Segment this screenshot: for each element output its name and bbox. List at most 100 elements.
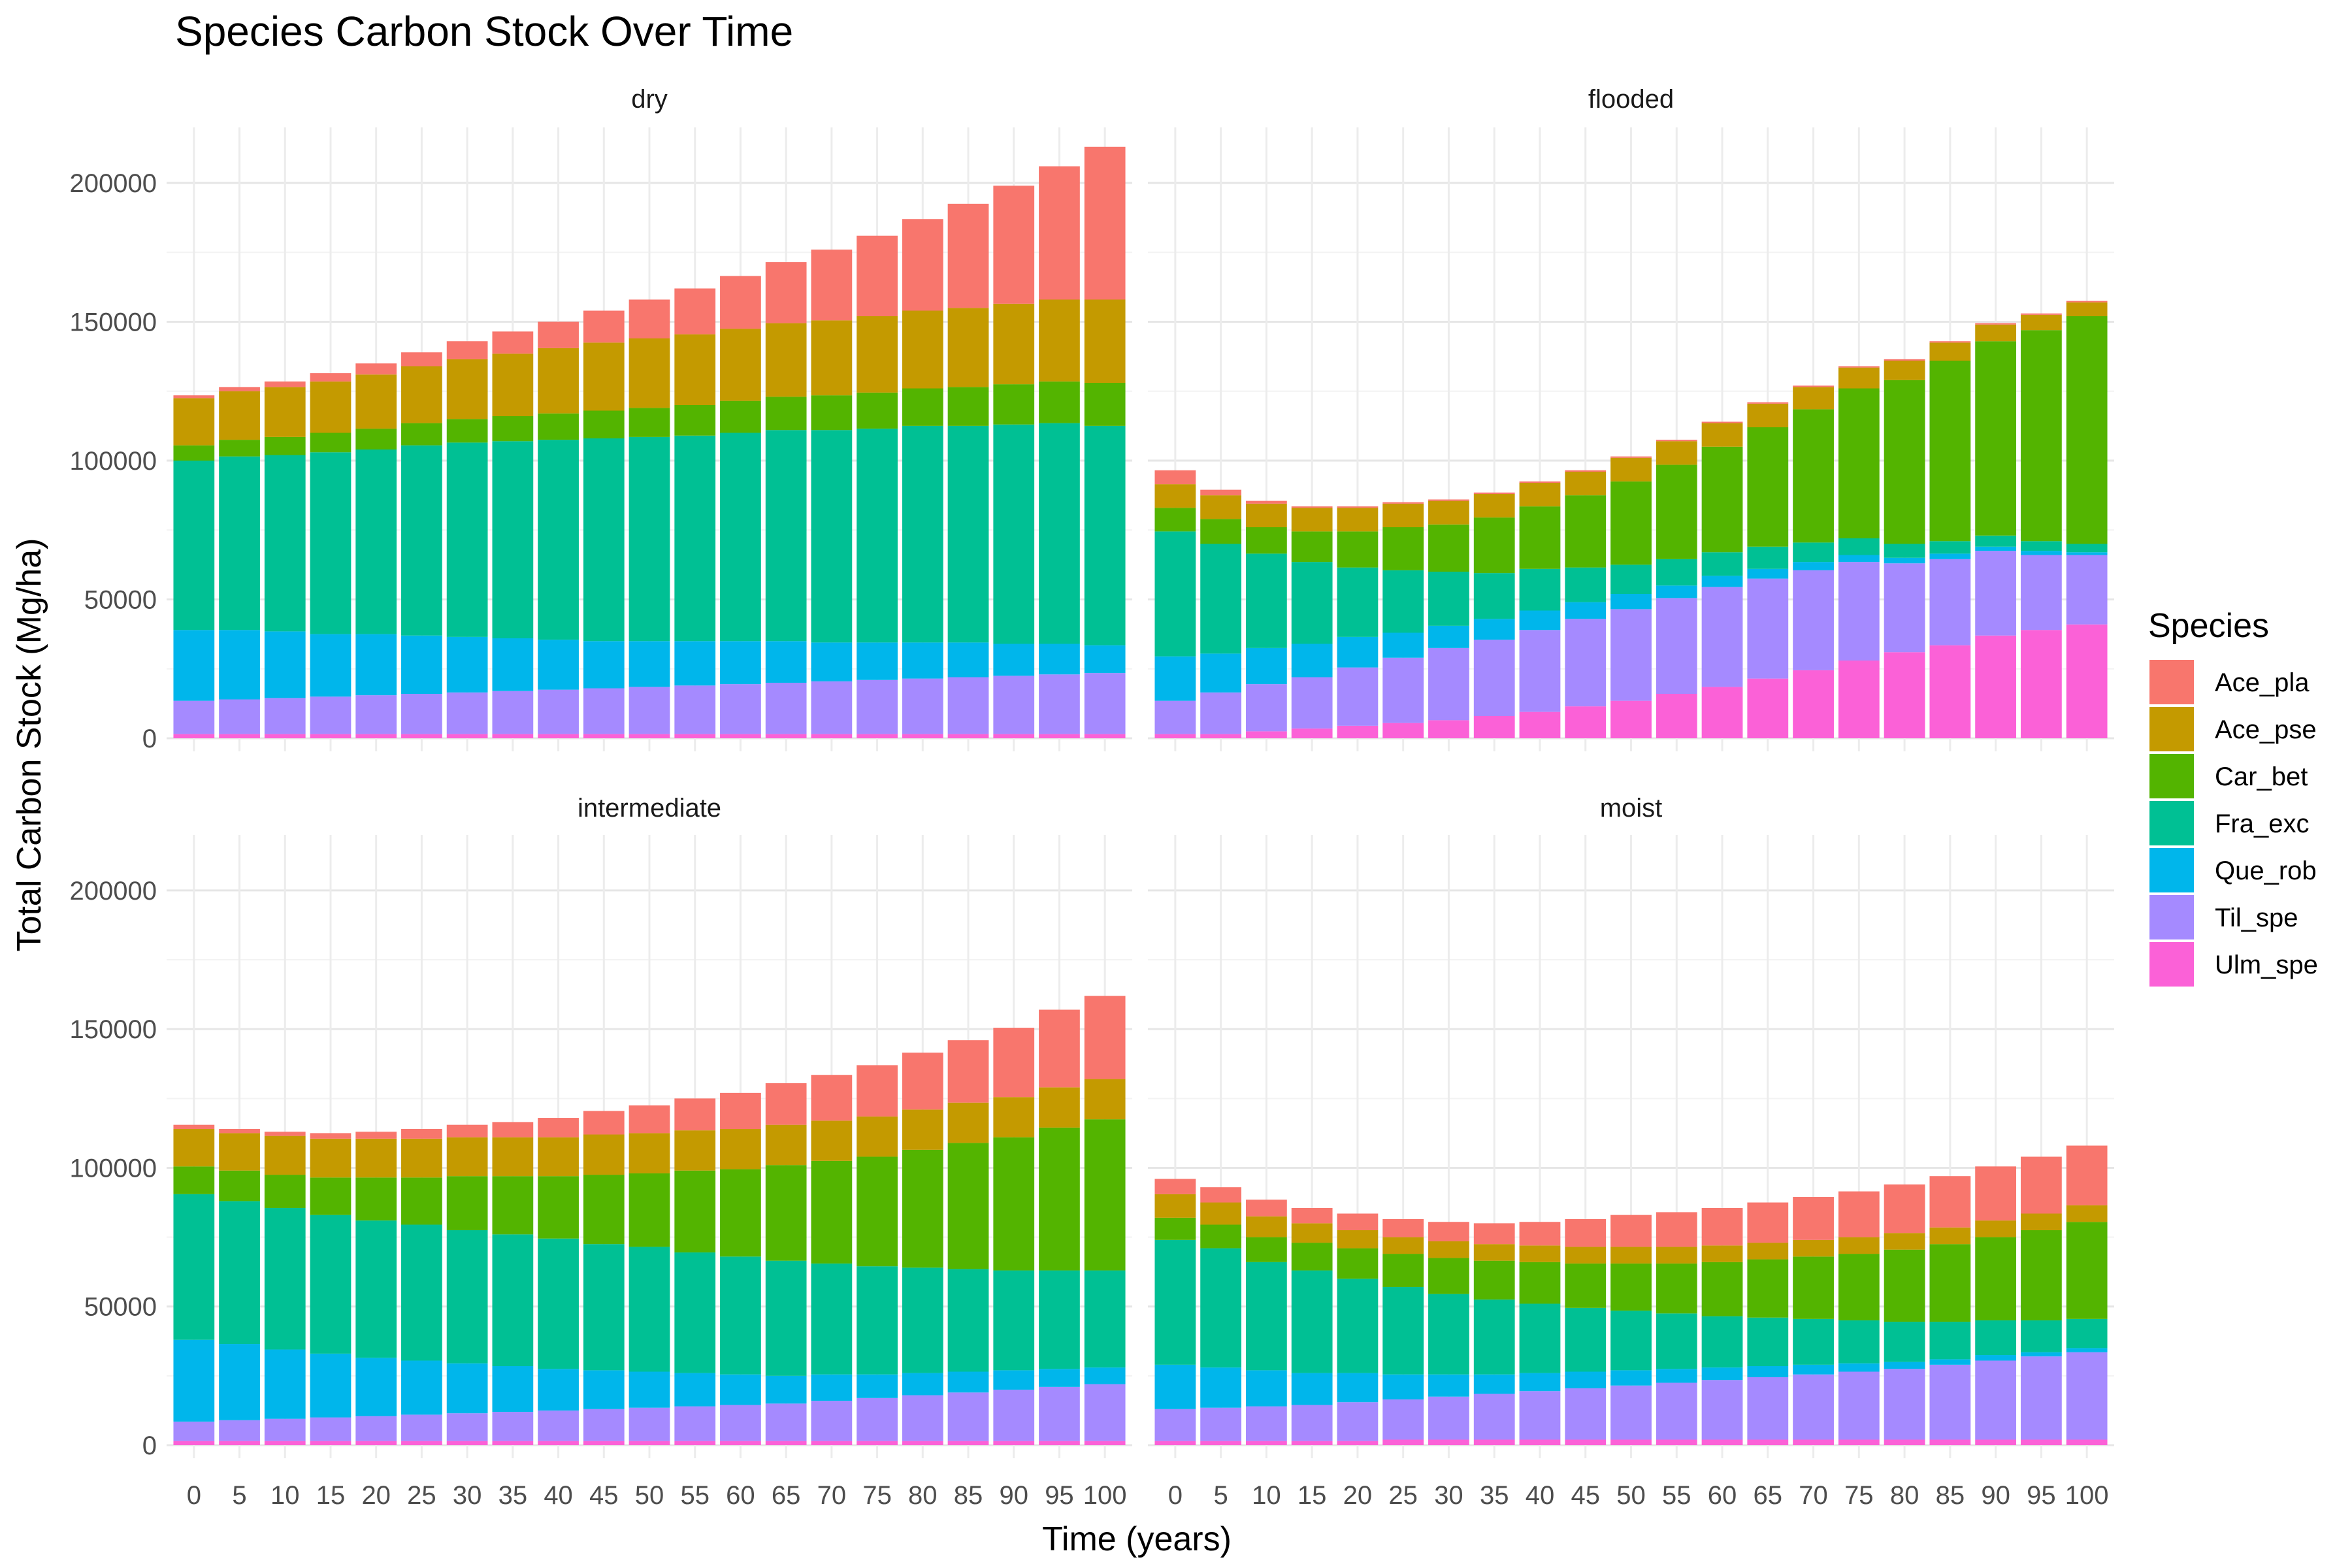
bar-dry-Car_bet-65 — [765, 397, 807, 431]
bar-intermediate-Til_spe-65 — [765, 1403, 807, 1441]
bar-flooded-Fra_exc-5 — [1200, 544, 1242, 654]
bar-flooded-Car_bet-30 — [1428, 524, 1469, 572]
x-axis-title: Time (years) — [1042, 1520, 1232, 1558]
panel-flooded: flooded — [1148, 85, 2114, 751]
bar-moist-Ace_pla-55 — [1656, 1212, 1697, 1247]
bar-moist-Fra_exc-10 — [1245, 1262, 1287, 1371]
bar-moist-Til_spe-5 — [1200, 1407, 1242, 1441]
bar-dry-Ace_pse-95 — [1039, 299, 1080, 382]
bar-moist-Ulm_spe-40 — [1519, 1439, 1561, 1445]
x-tick-label: 40 — [544, 1481, 573, 1510]
x-tick-label: 90 — [999, 1481, 1028, 1510]
bar-dry-Ulm_spe-0 — [173, 734, 215, 738]
bar-moist-Car_bet-80 — [1884, 1249, 1925, 1322]
bar-moist-Fra_exc-30 — [1428, 1294, 1469, 1375]
bar-intermediate-Que_rob-5 — [219, 1344, 260, 1420]
bar-moist-Que_rob-30 — [1428, 1374, 1469, 1397]
bar-flooded-Ace_pla-100 — [2066, 301, 2108, 302]
bar-flooded-Que_rob-50 — [1610, 594, 1652, 610]
bar-moist-Car_bet-20 — [1337, 1248, 1379, 1279]
bar-dry-Ace_pla-95 — [1039, 166, 1080, 300]
bar-moist-Ace_pla-95 — [2020, 1156, 2062, 1214]
panel-moist: moist — [1148, 794, 2114, 1458]
bar-intermediate-Que_rob-10 — [264, 1349, 306, 1419]
x-tick-label: 20 — [361, 1481, 391, 1510]
bar-flooded-Til_spe-35 — [1473, 640, 1515, 716]
x-tick-label: 100 — [1083, 1481, 1127, 1510]
bar-moist-Fra_exc-50 — [1610, 1311, 1652, 1371]
bar-moist-Ulm_spe-50 — [1610, 1439, 1652, 1445]
bar-dry-Fra_exc-95 — [1039, 423, 1080, 644]
bar-dry-Que_rob-100 — [1084, 645, 1126, 674]
bar-flooded-Ace_pse-5 — [1200, 495, 1242, 519]
bar-dry-Ace_pse-45 — [583, 342, 625, 411]
bar-intermediate-Fra_exc-15 — [310, 1215, 351, 1354]
bar-moist-Ace_pse-70 — [1793, 1239, 1834, 1257]
bar-moist-Que_rob-100 — [2066, 1348, 2108, 1352]
bar-intermediate-Fra_exc-85 — [947, 1269, 989, 1372]
bar-intermediate-Fra_exc-90 — [993, 1270, 1035, 1371]
bar-flooded-Ace_pse-10 — [1245, 503, 1287, 527]
bar-intermediate-Til_spe-95 — [1039, 1386, 1080, 1441]
bar-dry-Ace_pla-80 — [902, 219, 943, 311]
bar-dry-Ace_pse-40 — [538, 348, 579, 414]
panel-label-flooded: flooded — [1588, 85, 1674, 114]
bar-moist-Til_spe-45 — [1565, 1388, 1607, 1440]
bar-dry-Til_spe-40 — [538, 689, 579, 734]
bar-intermediate-Ace_pla-90 — [993, 1028, 1035, 1098]
bar-flooded-Ace_pla-95 — [2020, 313, 2062, 315]
bar-dry-Fra_exc-20 — [355, 449, 397, 634]
bar-intermediate-Til_spe-0 — [173, 1421, 215, 1441]
bar-moist-Car_bet-60 — [1701, 1262, 1743, 1316]
bar-dry-Til_spe-10 — [264, 698, 306, 734]
bar-moist-Ace_pla-75 — [1838, 1191, 1880, 1237]
bar-flooded-Ulm_spe-15 — [1291, 728, 1333, 738]
bar-dry-Fra_exc-25 — [401, 445, 442, 636]
bar-dry-Ace_pse-60 — [720, 329, 761, 401]
bar-flooded-Fra_exc-25 — [1382, 570, 1424, 633]
bar-moist-Ulm_spe-5 — [1200, 1441, 1242, 1445]
bar-flooded-Til_spe-10 — [1245, 684, 1287, 732]
bar-dry-Ulm_spe-65 — [765, 734, 807, 738]
bar-flooded-Car_bet-65 — [1747, 427, 1789, 547]
legend-label-Que_rob: Que_rob — [2215, 857, 2317, 885]
bar-dry-Til_spe-50 — [629, 687, 670, 734]
bar-intermediate-Ace_pla-45 — [583, 1111, 625, 1135]
x-tick-label: 35 — [498, 1481, 528, 1510]
bar-moist-Ace_pse-50 — [1610, 1247, 1652, 1264]
bar-moist-Ulm_spe-80 — [1884, 1439, 1925, 1445]
bar-dry-Til_spe-20 — [355, 695, 397, 734]
y-tick-labels: 0 50000 100000 150000 200000 0 50000 100000 1500… — [70, 169, 157, 1460]
bar-moist-Fra_exc-65 — [1747, 1317, 1789, 1367]
bar-intermediate-Ace_pla-30 — [446, 1124, 488, 1137]
bar-intermediate-Til_spe-60 — [720, 1405, 761, 1441]
bar-dry-Que_rob-20 — [355, 634, 397, 696]
bar-intermediate-Ace_pla-95 — [1039, 1009, 1080, 1088]
bar-intermediate-Car_bet-80 — [902, 1149, 943, 1268]
bar-dry-Car_bet-25 — [401, 423, 442, 446]
bar-flooded-Car_bet-90 — [1975, 341, 2017, 536]
bar-flooded-Ace_pse-35 — [1473, 494, 1515, 518]
bar-moist-Fra_exc-70 — [1793, 1318, 1834, 1365]
bar-dry-Ace_pse-15 — [310, 381, 351, 433]
bar-flooded-Til_spe-25 — [1382, 657, 1424, 723]
legend-swatch-Ulm_spe — [2149, 942, 2194, 987]
bar-flooded-Que_rob-100 — [2066, 552, 2108, 555]
bar-moist-Fra_exc-80 — [1884, 1322, 1925, 1362]
bar-intermediate-Ace_pla-25 — [401, 1129, 442, 1139]
bar-dry-Que_rob-0 — [173, 630, 215, 701]
bar-flooded-Ace_pse-0 — [1154, 484, 1196, 508]
bar-flooded-Til_spe-0 — [1154, 700, 1196, 734]
bar-flooded-Ulm_spe-50 — [1610, 700, 1652, 738]
bar-intermediate-Ulm_spe-15 — [310, 1441, 351, 1445]
bar-dry-Que_rob-80 — [902, 642, 943, 679]
bar-moist-Fra_exc-90 — [1975, 1320, 2017, 1356]
bar-moist-Car_bet-50 — [1610, 1263, 1652, 1311]
bar-flooded-Ulm_spe-100 — [2066, 624, 2108, 738]
bar-dry-Car_bet-70 — [811, 395, 853, 431]
bar-intermediate-Fra_exc-0 — [173, 1194, 215, 1340]
bar-flooded-Til_spe-50 — [1610, 609, 1652, 701]
bar-moist-Ace_pla-60 — [1701, 1208, 1743, 1246]
bar-intermediate-Ace_pse-40 — [538, 1137, 579, 1177]
bar-flooded-Ulm_spe-30 — [1428, 720, 1469, 738]
